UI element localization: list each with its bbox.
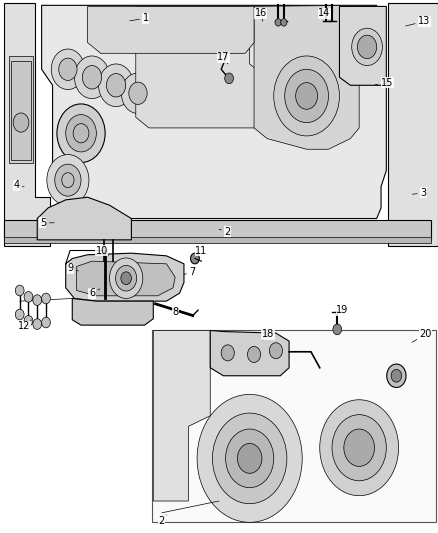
Circle shape (47, 155, 89, 206)
Circle shape (129, 82, 147, 104)
Circle shape (333, 324, 342, 335)
Text: 15: 15 (375, 78, 393, 87)
Circle shape (62, 173, 74, 188)
Polygon shape (4, 3, 50, 246)
Circle shape (55, 164, 81, 196)
Text: 4: 4 (13, 181, 24, 190)
Circle shape (15, 309, 24, 320)
Text: 13: 13 (406, 17, 431, 26)
Circle shape (121, 73, 155, 114)
Polygon shape (153, 330, 210, 501)
Circle shape (285, 69, 328, 123)
Circle shape (344, 429, 374, 466)
Text: 18: 18 (262, 329, 274, 340)
Polygon shape (72, 298, 153, 325)
Circle shape (237, 443, 262, 473)
Circle shape (66, 115, 96, 152)
Circle shape (320, 400, 399, 496)
Circle shape (57, 104, 105, 163)
Text: 7: 7 (184, 267, 196, 277)
Circle shape (106, 74, 126, 97)
Text: 17: 17 (217, 52, 230, 64)
Circle shape (391, 369, 402, 382)
Circle shape (74, 56, 110, 99)
Polygon shape (254, 5, 359, 149)
Circle shape (212, 413, 287, 504)
Bar (152, 330, 436, 522)
Text: 3: 3 (412, 188, 427, 198)
Text: 16: 16 (254, 9, 267, 21)
Circle shape (24, 292, 33, 302)
Text: 6: 6 (89, 288, 100, 298)
Circle shape (226, 429, 274, 488)
Text: 5: 5 (40, 218, 54, 228)
Circle shape (116, 265, 137, 291)
Text: 14: 14 (318, 9, 330, 21)
Circle shape (357, 35, 377, 59)
Circle shape (275, 19, 281, 26)
Circle shape (42, 293, 50, 304)
Circle shape (99, 64, 134, 107)
Circle shape (281, 19, 287, 26)
Polygon shape (136, 6, 263, 128)
Circle shape (110, 258, 143, 298)
Polygon shape (77, 261, 175, 296)
Polygon shape (88, 6, 254, 53)
Circle shape (197, 394, 302, 522)
Circle shape (15, 285, 24, 296)
Circle shape (13, 113, 29, 132)
Text: 2: 2 (219, 227, 231, 237)
Bar (4, 220, 431, 240)
Polygon shape (66, 253, 184, 301)
Text: 20: 20 (412, 329, 432, 342)
Bar (9, 56, 33, 163)
Circle shape (274, 56, 339, 136)
Circle shape (82, 66, 102, 89)
Circle shape (221, 345, 234, 361)
Text: 10: 10 (95, 246, 109, 256)
Text: 12: 12 (18, 320, 32, 331)
Circle shape (191, 253, 199, 264)
Polygon shape (42, 5, 386, 219)
Circle shape (296, 83, 318, 109)
Circle shape (121, 272, 131, 285)
Text: 8: 8 (170, 307, 178, 317)
Text: 2: 2 (158, 515, 167, 526)
Polygon shape (37, 197, 131, 240)
Circle shape (225, 73, 233, 84)
Bar (11, 61, 31, 160)
Circle shape (269, 343, 283, 359)
Circle shape (33, 319, 42, 329)
Polygon shape (210, 330, 289, 376)
FancyBboxPatch shape (0, 0, 438, 248)
Circle shape (73, 124, 89, 143)
Circle shape (42, 317, 50, 328)
Text: 11: 11 (195, 246, 208, 255)
Polygon shape (388, 3, 438, 246)
Text: 1: 1 (130, 13, 149, 23)
Text: 9: 9 (67, 263, 78, 273)
Circle shape (352, 28, 382, 66)
Circle shape (332, 415, 386, 481)
Polygon shape (339, 6, 386, 85)
Circle shape (387, 364, 406, 387)
Bar (4, 237, 431, 243)
Circle shape (51, 49, 85, 90)
Circle shape (33, 295, 42, 305)
Circle shape (24, 316, 33, 326)
Circle shape (247, 346, 261, 362)
Text: 19: 19 (336, 305, 349, 315)
Circle shape (59, 58, 77, 80)
